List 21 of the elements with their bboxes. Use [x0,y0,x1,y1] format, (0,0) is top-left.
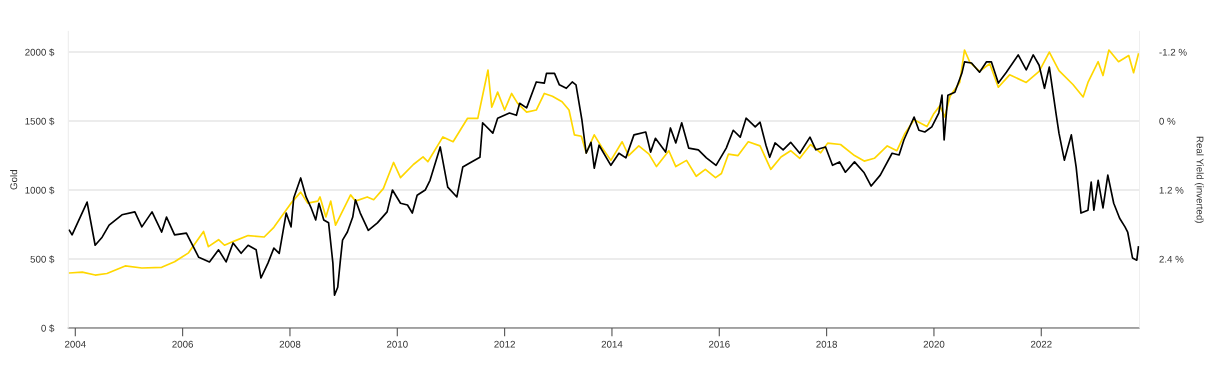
y2-tick-label: 1.2 % [1159,186,1184,194]
y2-tick-label: 2.4 % [1159,255,1184,263]
y-tick-label: 0 $ [41,324,55,333]
y-axis-title: Gold [10,170,18,190]
x-tick-label: 2012 [494,340,515,348]
x-tick-label: 2020 [923,340,945,348]
y-tick-label: 2000 $ [25,48,55,57]
y-tick-label: 1500 $ [25,117,55,126]
x-tick-label: 2006 [172,340,194,348]
x-tick-label: 2008 [279,340,301,348]
y2-axis-title: Real Yield (inverted) [1194,136,1204,223]
y2-tick-label: -1.2 % [1159,48,1187,56]
x-tick-label: 2004 [64,340,86,348]
x-tick-label: 2022 [1030,340,1052,348]
x-tick-label: 2016 [708,340,730,348]
y-tick-label: 500 $ [30,255,55,264]
x-tick-label: 2018 [816,340,837,348]
y2-tick-label: 0 % [1159,117,1176,125]
x-tick-label: 2010 [386,340,408,348]
x-tick-label: 2014 [601,340,623,348]
y-tick-label: 1000 $ [25,186,55,195]
